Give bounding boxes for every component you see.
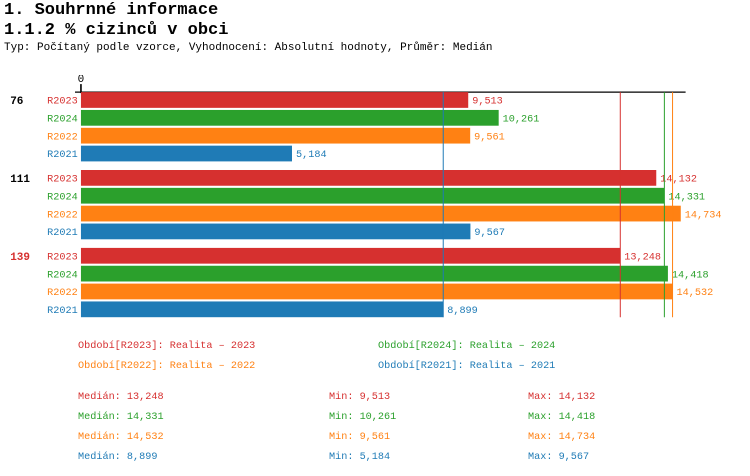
svg-text:Období[R2022]: Realita – 2022: Období[R2022]: Realita – 2022 bbox=[78, 360, 255, 372]
svg-text:R2022: R2022 bbox=[47, 132, 78, 143]
svg-text:9,567: 9,567 bbox=[474, 228, 505, 239]
svg-text:Max: 14,418: Max: 14,418 bbox=[528, 412, 595, 423]
svg-text:139: 139 bbox=[10, 252, 30, 264]
svg-text:Max: 9,567: Max: 9,567 bbox=[528, 452, 589, 463]
svg-text:14,734: 14,734 bbox=[685, 210, 722, 221]
svg-text:R2023: R2023 bbox=[47, 175, 78, 186]
svg-text:Období[R2021]: Realita – 2021: Období[R2021]: Realita – 2021 bbox=[378, 360, 555, 372]
svg-text:8,899: 8,899 bbox=[447, 306, 478, 317]
svg-text:R2023: R2023 bbox=[47, 97, 78, 108]
svg-text:R2024: R2024 bbox=[47, 115, 78, 126]
svg-text:13,248: 13,248 bbox=[624, 252, 661, 263]
svg-text:Min: 9,513: Min: 9,513 bbox=[329, 391, 390, 403]
svg-text:R2021: R2021 bbox=[47, 150, 78, 161]
svg-text:R2023: R2023 bbox=[47, 252, 78, 263]
svg-text:14,132: 14,132 bbox=[660, 175, 697, 186]
svg-text:Období[R2024]: Realita – 2024: Období[R2024]: Realita – 2024 bbox=[378, 340, 555, 352]
svg-text:R2024: R2024 bbox=[47, 192, 78, 203]
svg-text:R2022: R2022 bbox=[47, 288, 78, 299]
svg-text:Max: 14,132: Max: 14,132 bbox=[528, 392, 595, 403]
svg-text:Min: 10,261: Min: 10,261 bbox=[329, 411, 396, 423]
svg-text:14,418: 14,418 bbox=[672, 270, 709, 281]
svg-text:Medián: 13,248: Medián: 13,248 bbox=[78, 391, 164, 403]
svg-text:76: 76 bbox=[10, 96, 23, 108]
svg-text:111: 111 bbox=[10, 174, 30, 186]
svg-text:Min: 5,184: Min: 5,184 bbox=[329, 451, 390, 463]
svg-text:Medián: 8,899: Medián: 8,899 bbox=[78, 451, 157, 463]
svg-text:9,513: 9,513 bbox=[472, 97, 503, 108]
svg-text:R2022: R2022 bbox=[47, 210, 78, 221]
svg-text:0: 0 bbox=[78, 75, 85, 86]
svg-text:14,331: 14,331 bbox=[668, 192, 705, 203]
svg-text:Medián: 14,331: Medián: 14,331 bbox=[78, 411, 164, 423]
svg-text:R2021: R2021 bbox=[47, 228, 78, 239]
svg-text:Období[R2023]: Realita – 2023: Období[R2023]: Realita – 2023 bbox=[78, 340, 255, 352]
svg-text:9,561: 9,561 bbox=[474, 132, 505, 143]
svg-text:Medián: 14,532: Medián: 14,532 bbox=[78, 431, 164, 443]
svg-text:Max: 14,734: Max: 14,734 bbox=[528, 432, 595, 443]
svg-text:R2024: R2024 bbox=[47, 270, 78, 281]
svg-text:Min: 9,561: Min: 9,561 bbox=[329, 431, 390, 443]
svg-text:10,261: 10,261 bbox=[503, 115, 540, 126]
svg-text:R2021: R2021 bbox=[47, 306, 78, 317]
svg-text:14,532: 14,532 bbox=[677, 288, 714, 299]
svg-text:5,184: 5,184 bbox=[296, 150, 327, 161]
